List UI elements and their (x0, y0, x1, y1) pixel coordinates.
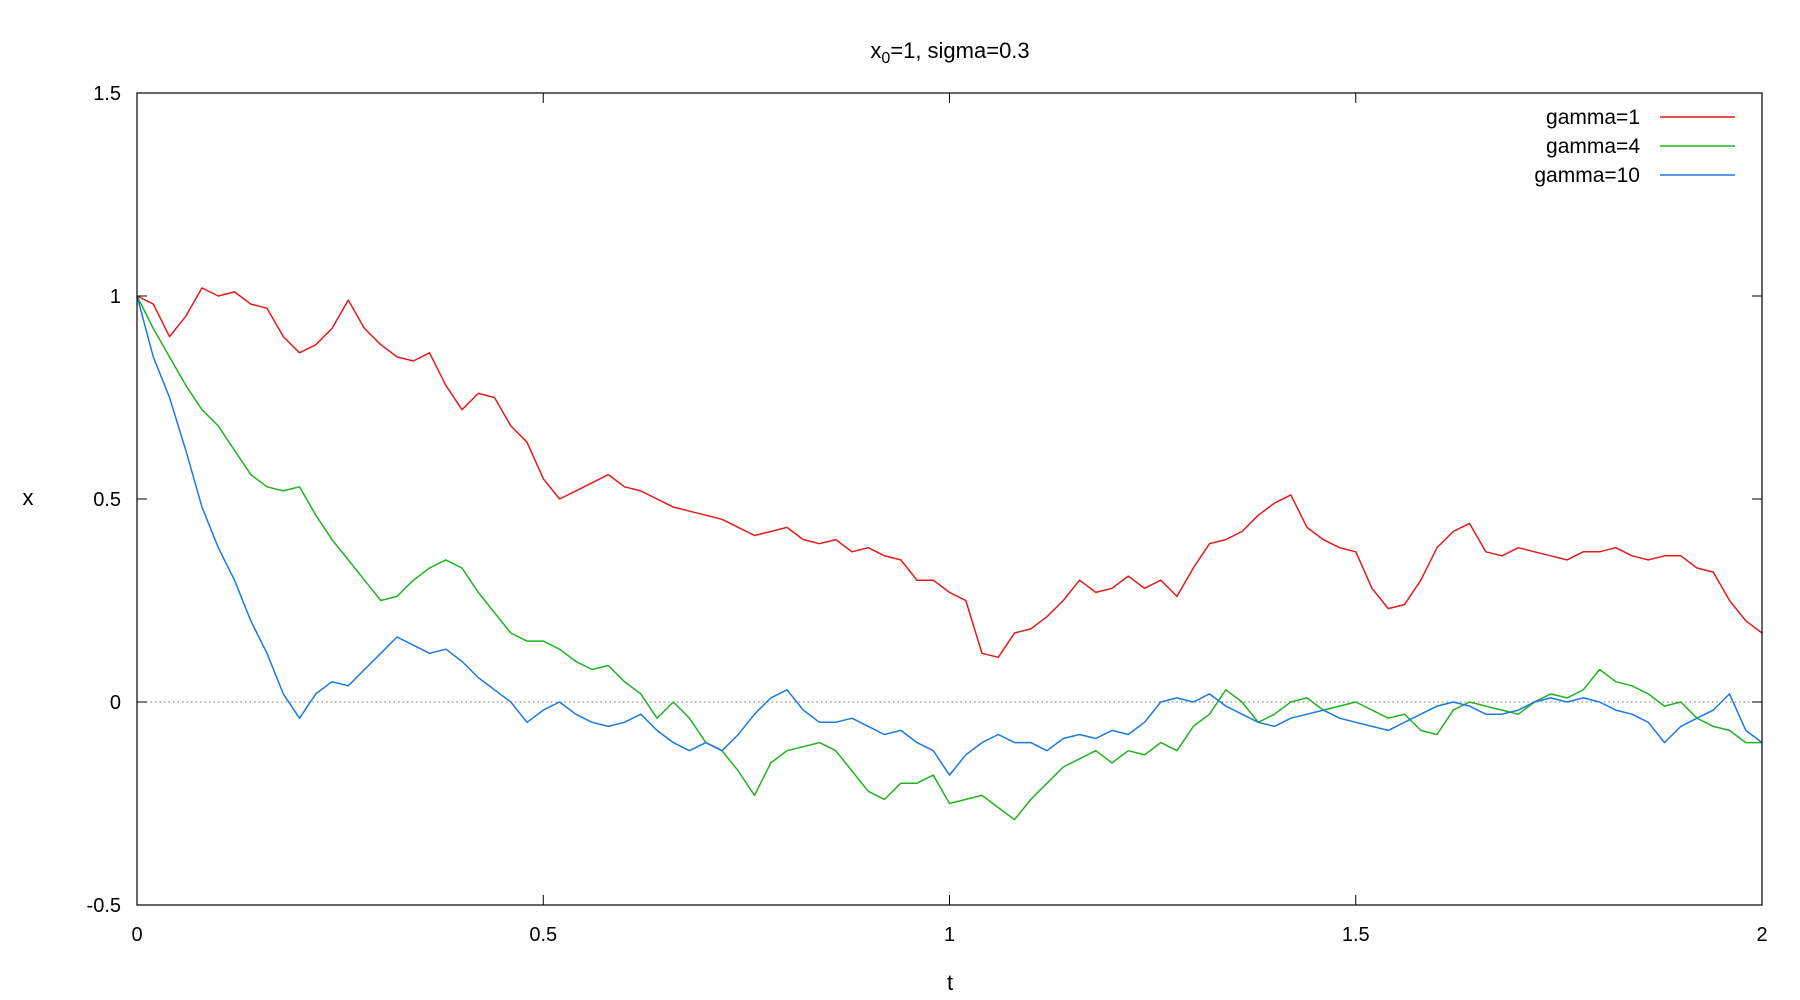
chart-title: x0=1, sigma=0.3 (870, 38, 1029, 67)
x-tick-label: 2 (1756, 924, 1767, 946)
legend-label-2: gamma=4 (1546, 135, 1640, 158)
x-tick-label: 0 (131, 924, 142, 946)
legend-label-1: gamma=1 (1546, 106, 1640, 129)
x-tick-label: 1.5 (1342, 924, 1370, 946)
y-axis-title: x (23, 485, 34, 510)
legend-label-3: gamma=10 (1534, 164, 1640, 187)
chart-title-rest: =1, sigma=0.3 (890, 38, 1029, 63)
legend: gamma=1 gamma=4 gamma=10 (1534, 106, 1735, 187)
y-tick-label: 1.5 (93, 83, 121, 105)
series-line-3 (136, 295, 1763, 776)
x-tick-label: 1 (944, 924, 955, 946)
x-tick-label: 0.5 (529, 924, 557, 946)
series-line-2 (136, 295, 1762, 821)
axis-ticks: 0 0.5 1 1.5 2 -0.5 0 0.5 1 1.5 (87, 83, 1768, 946)
plot-frame (136, 92, 1763, 906)
y-tick-label: 0.5 (93, 489, 121, 511)
x-axis-title: t (947, 970, 953, 995)
y-tick-label: 1 (110, 286, 121, 308)
chart-title-subscript: 0 (881, 50, 890, 67)
y-tick-label: 0 (110, 692, 121, 714)
series-line-1 (136, 287, 1763, 659)
y-tick-label: -0.5 (87, 895, 121, 917)
plot-area (136, 287, 1763, 821)
chart-title-main: x (870, 38, 881, 63)
